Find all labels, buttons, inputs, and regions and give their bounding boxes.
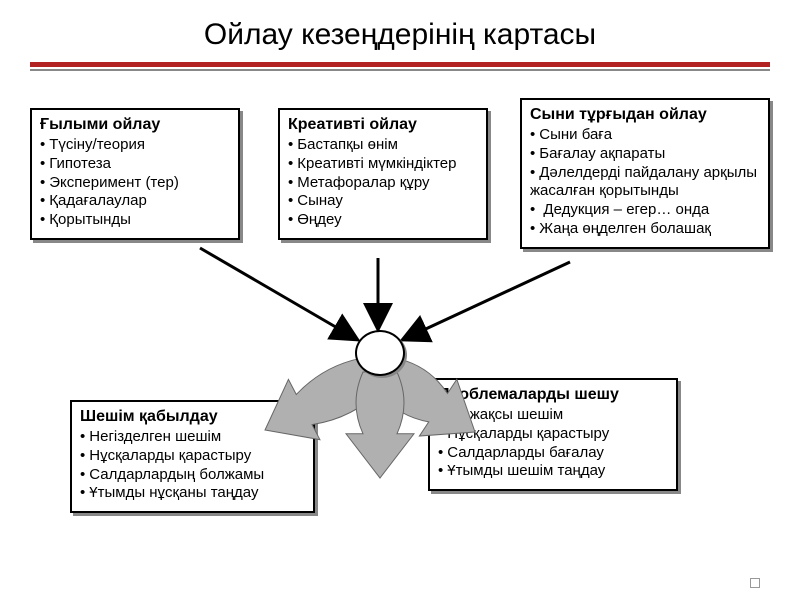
box-critical-thinking: Сыни тұрғыдан ойлау Сыни бағаБағалау ақп… xyxy=(520,98,770,249)
box-scientific-thinking: Ғылыми ойлау Түсіну/теорияГипотезаЭкспер… xyxy=(30,108,240,240)
box-title: Шешім қабылдау xyxy=(80,408,305,426)
box-list: Бастапқы өнімКреативті мүмкіндіктерМетаф… xyxy=(288,136,478,230)
list-item: Ұтымды шешім таңдау xyxy=(438,462,668,481)
box-title: Креативті ойлау xyxy=(288,116,478,134)
list-item: Негізделген шешім xyxy=(80,428,305,447)
list-item: Жаңа өңделген болашақ xyxy=(530,220,760,239)
list-item: Сынау xyxy=(288,192,478,211)
box-list: Сыни бағаБағалау ақпаратыДәлелдерді пайд… xyxy=(530,126,760,239)
box-title: Проблемаларды шешу xyxy=(438,386,668,404)
list-item: Салдарларды бағалау xyxy=(438,444,668,463)
list-item: Нұсқаларды қарастыру xyxy=(80,447,305,466)
box-list: Түсіну/теорияГипотезаЭксперимент (тер)Қа… xyxy=(40,136,230,230)
list-item: Ұтымды нұсқаны таңдау xyxy=(80,484,305,503)
box-list: Негізделген шешімНұсқаларды қарастыруСал… xyxy=(80,428,305,503)
box-title: Сыни тұрғыдан ойлау xyxy=(530,106,760,124)
thick-arrow-down-icon xyxy=(346,372,414,478)
list-item: Сыни баға xyxy=(530,126,760,145)
arrow-top-left xyxy=(200,248,358,340)
list-item: Салдарлардың болжамы xyxy=(80,466,305,485)
box-title: Ғылыми ойлау xyxy=(40,116,230,134)
arrow-top-right xyxy=(402,262,570,340)
list-item: Бағалау ақпараты xyxy=(530,145,760,164)
list-item: Түсіну/теория xyxy=(40,136,230,155)
box-creative-thinking: Креативті ойлау Бастапқы өнімКреативті м… xyxy=(278,108,488,240)
list-item: Дәлелдерді пайдалану арқылы жасалған қор… xyxy=(530,164,760,202)
center-circle-icon xyxy=(355,330,405,376)
box-list: Ең жақсы шешімНұсқаларды қарастыруСалдар… xyxy=(438,406,668,481)
list-item: Бастапқы өнім xyxy=(288,136,478,155)
list-item: Қадағалаулар xyxy=(40,192,230,211)
slide-footer-marker-icon xyxy=(750,578,760,588)
list-item: Эксперимент (тер) xyxy=(40,174,230,193)
list-item: Нұсқаларды қарастыру xyxy=(438,425,668,444)
title-underline-red xyxy=(30,62,770,67)
list-item: Қорытынды xyxy=(40,211,230,230)
list-item: Өңдеу xyxy=(288,211,478,230)
title-underline-gray xyxy=(30,69,770,71)
box-problem-solving: Проблемаларды шешу Ең жақсы шешімНұсқала… xyxy=(428,378,678,491)
list-item: Гипотеза xyxy=(40,155,230,174)
box-decision-making: Шешім қабылдау Негізделген шешімНұсқалар… xyxy=(70,400,315,513)
list-item: Креативті мүмкіндіктер xyxy=(288,155,478,174)
list-item: Метафоралар құру xyxy=(288,174,478,193)
page-title: Ойлау кезеңдерінің картасы xyxy=(0,0,800,62)
list-item: Дедукция – егер… онда xyxy=(530,201,760,220)
list-item: Ең жақсы шешім xyxy=(438,406,668,425)
